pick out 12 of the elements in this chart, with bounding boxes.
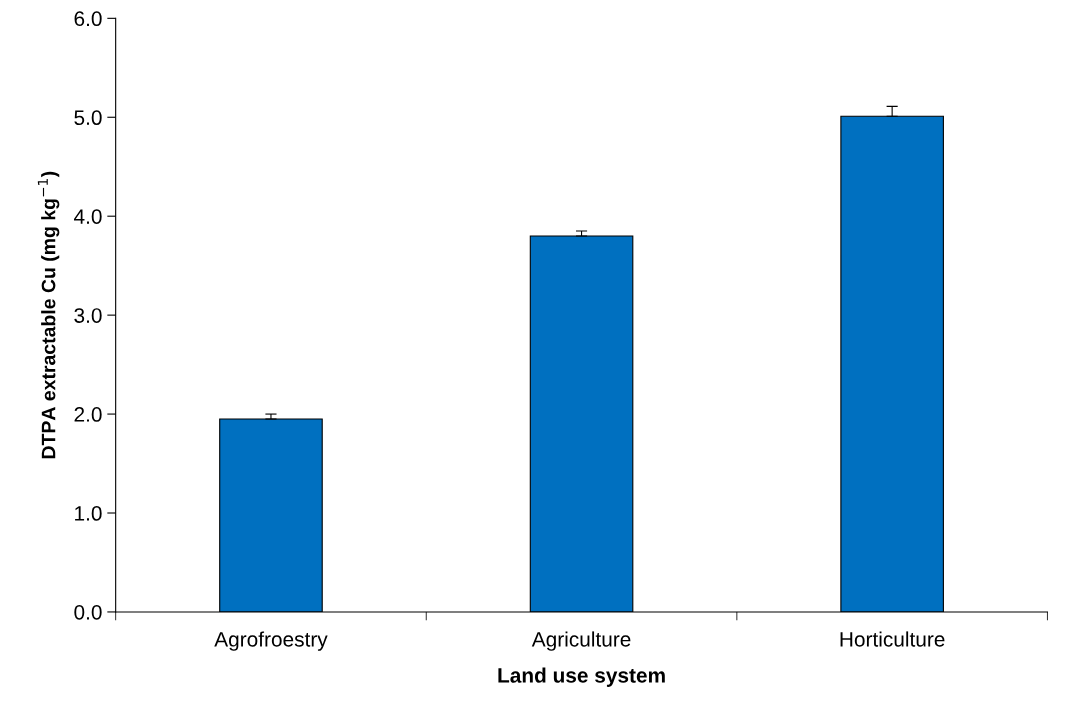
y-tick-label: 4.0 <box>73 209 102 224</box>
x-tick-label: Agriculture <box>531 631 631 651</box>
y-tick-label: 6.0 <box>74 11 102 27</box>
y-tick-label: 5.0 <box>74 110 102 126</box>
y-axis-title: DTPA extractable Cu (mg kg$^{−1}$) <box>37 171 60 459</box>
y-tick-label: 3.0 <box>74 308 102 323</box>
x-axis-title: Land use system <box>498 667 665 687</box>
x-tick-label: Horticulture <box>840 631 945 647</box>
y-tick-label: 0.0 <box>74 604 102 620</box>
x-tick-label: Agrofroestry <box>214 631 328 651</box>
y-tick-label: 1.0 <box>75 506 102 521</box>
y-tick-label: 2.0 <box>74 407 102 422</box>
